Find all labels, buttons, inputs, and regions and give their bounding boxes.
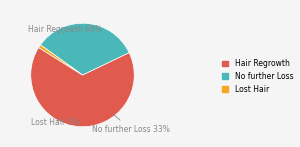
Text: Lost Hair 1%: Lost Hair 1% [31,118,79,127]
Wedge shape [39,45,82,75]
Text: No further Loss 33%: No further Loss 33% [92,114,170,134]
Wedge shape [31,47,134,127]
Text: Hair Regrowth 66%: Hair Regrowth 66% [28,25,102,34]
Wedge shape [40,23,129,75]
Legend: Hair Regrowth, No further Loss, Lost Hair: Hair Regrowth, No further Loss, Lost Hai… [222,59,293,94]
